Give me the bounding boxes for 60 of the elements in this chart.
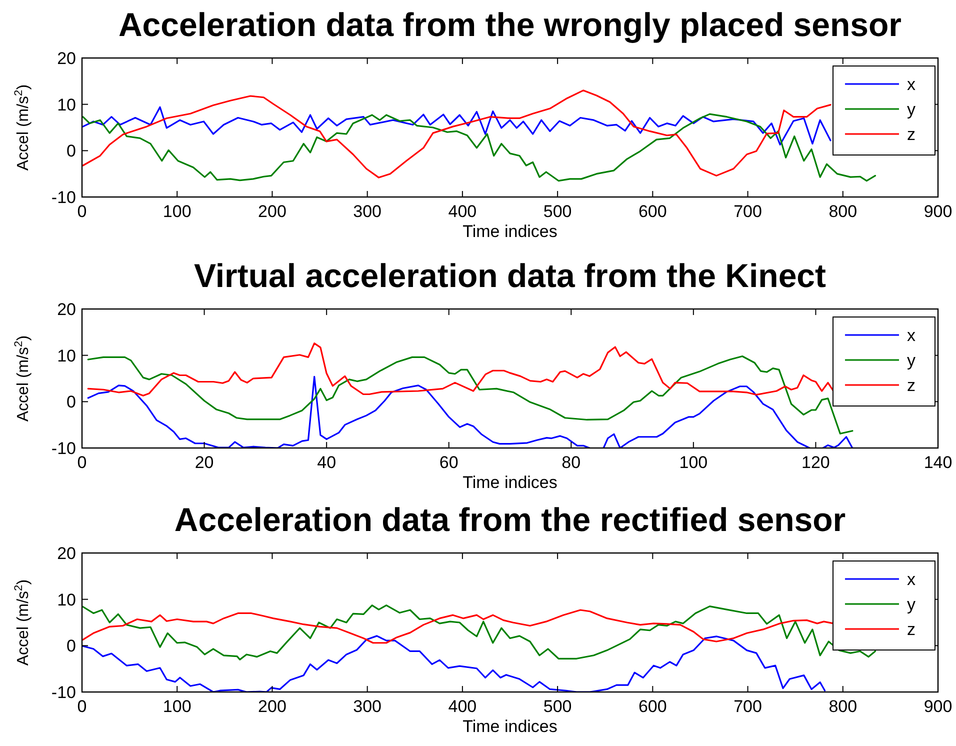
legend-label: y: [907, 595, 916, 614]
x-tick-label: 120: [802, 453, 830, 472]
x-axis-title: Time indices: [462, 473, 558, 492]
x-tick-label: 100: [679, 453, 708, 472]
legend-label: x: [907, 570, 916, 589]
x-tick-label: 600: [638, 697, 667, 716]
y-tick-label: -10: [51, 683, 76, 702]
x-tick-label: 140: [924, 453, 952, 472]
x-tick-label: 300: [353, 697, 382, 716]
x-tick-label: 300: [353, 202, 382, 221]
line-series: [82, 90, 832, 178]
line-series: [87, 342, 835, 396]
line-series: [82, 106, 832, 146]
x-axis-title: Time indices: [462, 717, 558, 736]
legend-label: x: [907, 326, 916, 345]
y-tick-label: 20: [57, 544, 76, 563]
chart-title: Acceleration data from the rectified sensor: [174, 501, 846, 538]
x-tick-label: 700: [734, 202, 762, 221]
chart-title: Virtual acceleration data from the Kinect: [194, 257, 826, 294]
y-tick-label: 20: [57, 300, 76, 319]
y-tick-label: 0: [66, 636, 76, 656]
line-series: [82, 113, 876, 182]
legend-label: x: [907, 75, 916, 94]
x-tick-label: 900: [924, 697, 952, 716]
x-tick-label: 100: [162, 202, 192, 221]
x-tick-label: 600: [638, 202, 667, 221]
line-series: [87, 355, 854, 434]
legend-label: y: [907, 351, 916, 370]
legend-label: z: [907, 620, 916, 639]
x-tick-label: 400: [448, 202, 477, 221]
legend-label: z: [907, 376, 916, 395]
x-tick-label: 900: [924, 202, 952, 221]
line-series: [82, 609, 834, 644]
x-tick-label: 40: [317, 453, 336, 472]
line-series: [82, 635, 826, 692]
y-tick-label: 20: [57, 49, 76, 68]
x-tick-label: 200: [258, 202, 286, 221]
legend-label: z: [907, 125, 916, 144]
x-tick-label: 800: [828, 202, 858, 221]
legend-label: y: [907, 100, 916, 119]
y-tick-label: 0: [66, 142, 76, 161]
y-tick-label: 10: [57, 346, 76, 366]
y-tick-label: -10: [51, 188, 76, 207]
x-tick-label: 400: [448, 697, 477, 716]
y-tick-label: 10: [57, 95, 76, 114]
x-tick-label: 700: [734, 697, 762, 716]
x-axis-title: Time indices: [462, 222, 558, 241]
x-tick-label: 20: [194, 453, 214, 472]
x-tick-label: 500: [543, 697, 572, 716]
x-tick-label: 80: [562, 453, 581, 472]
y-tick-label: 0: [66, 392, 76, 412]
x-tick-label: 60: [439, 453, 458, 472]
x-tick-label: 800: [828, 697, 858, 716]
chart-title: Acceleration data from the wrongly placed sensor: [118, 6, 902, 43]
y-tick-label: -10: [51, 439, 76, 458]
y-tick-label: 10: [57, 590, 76, 610]
x-tick-label: 200: [258, 697, 286, 716]
x-tick-label: 500: [543, 202, 572, 221]
x-tick-label: 100: [162, 697, 192, 716]
line-series: [82, 604, 876, 660]
